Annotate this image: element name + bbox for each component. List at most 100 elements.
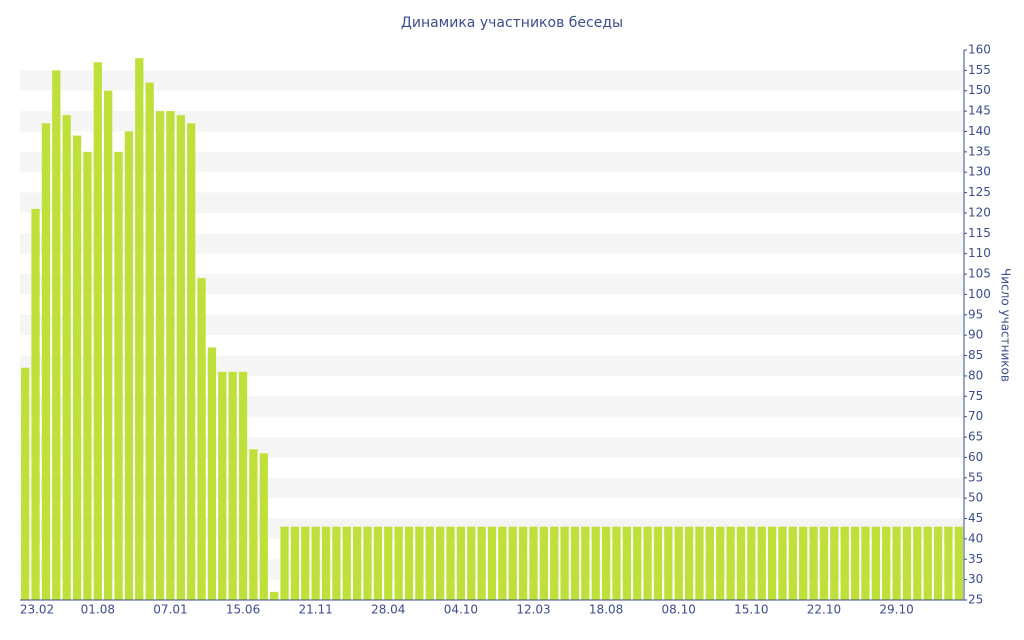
bar [155, 111, 165, 600]
bar [280, 526, 289, 600]
bar [415, 526, 424, 600]
y-tick-label: 125 [968, 185, 991, 199]
bar [778, 526, 787, 600]
bar [799, 526, 808, 600]
bar [166, 111, 175, 600]
bar [612, 526, 621, 600]
x-tick-label: 15.10 [734, 603, 768, 617]
x-tick-label: 15.06 [226, 603, 260, 617]
bar [684, 526, 694, 600]
y-tick-label: 60 [968, 450, 983, 464]
x-tick-label: 22.10 [807, 603, 841, 617]
y-tick-label: 105 [968, 267, 991, 281]
bar [384, 526, 393, 600]
y-tick-label: 40 [968, 531, 983, 545]
x-tick-label: 08.10 [662, 603, 696, 617]
bar [498, 526, 507, 600]
bar [207, 347, 217, 600]
bar [736, 526, 746, 600]
bar [705, 526, 714, 600]
bar [633, 526, 642, 600]
bar [342, 526, 351, 600]
x-tick-label: 18.08 [589, 603, 623, 617]
y-tick-label: 25 [968, 593, 983, 607]
bar [435, 526, 445, 600]
x-tick-label: 04.10 [444, 603, 478, 617]
y-tick-label: 100 [968, 287, 991, 301]
bar [830, 526, 839, 600]
bar [311, 526, 320, 600]
bar [197, 278, 206, 600]
y-tick-label: 85 [968, 348, 983, 362]
bar [238, 371, 248, 600]
chart-title: Динамика участников беседы [401, 15, 623, 31]
y-tick-label: 70 [968, 409, 983, 423]
bar [529, 526, 538, 600]
bar [674, 526, 683, 600]
y-tick-label: 35 [968, 552, 983, 566]
bar [124, 131, 134, 600]
bar [259, 453, 268, 600]
bar [819, 526, 829, 600]
grid-band [20, 355, 964, 376]
bar [62, 115, 71, 601]
bar [850, 526, 860, 600]
y-tick-label: 80 [968, 368, 983, 382]
bar [954, 526, 963, 600]
y-tick-label: 110 [968, 246, 991, 260]
y-tick-label: 150 [968, 83, 991, 97]
grid-band [20, 111, 964, 132]
bar [716, 526, 725, 600]
bar [695, 526, 704, 600]
bar [508, 526, 517, 600]
bar [332, 526, 341, 600]
bar [570, 526, 580, 600]
y-tick-label: 155 [968, 63, 991, 77]
y-tick-label: 95 [968, 307, 983, 321]
y-tick-label: 65 [968, 430, 983, 444]
bar [518, 526, 528, 600]
y-tick-label: 135 [968, 144, 991, 158]
grid-band [20, 233, 964, 254]
y-tick-label: 50 [968, 491, 983, 505]
bar [446, 526, 455, 600]
bar [290, 526, 300, 600]
x-tick-label: 12.03 [516, 603, 550, 617]
bar [622, 526, 632, 600]
y-tick-label: 75 [968, 389, 983, 403]
bar [902, 526, 912, 600]
y-tick-label: 45 [968, 511, 983, 525]
bar [31, 208, 40, 600]
x-tick-label: 01.08 [81, 603, 115, 617]
bar [456, 526, 466, 600]
bar [187, 123, 196, 600]
grid-band [20, 314, 964, 336]
bar [882, 526, 891, 600]
bar [560, 526, 569, 600]
bar [664, 526, 673, 600]
bar [757, 526, 766, 600]
grid-band [20, 70, 964, 91]
bar [83, 151, 92, 600]
bar [249, 449, 258, 600]
y-tick-label: 55 [968, 470, 983, 484]
grid-band [20, 274, 964, 295]
bar [228, 371, 237, 600]
bar [394, 526, 403, 600]
bar [581, 526, 590, 600]
bar [788, 526, 797, 600]
y-tick-label: 130 [968, 165, 991, 179]
bar [176, 115, 185, 601]
bar [840, 526, 849, 600]
grid-band [20, 151, 964, 173]
bar [363, 526, 372, 600]
bar [767, 526, 777, 600]
bar [809, 526, 818, 600]
bar [21, 367, 30, 600]
bar [135, 58, 144, 601]
bar [601, 526, 611, 600]
bar [270, 591, 279, 600]
bar [871, 526, 880, 600]
y-tick-label: 30 [968, 572, 983, 586]
